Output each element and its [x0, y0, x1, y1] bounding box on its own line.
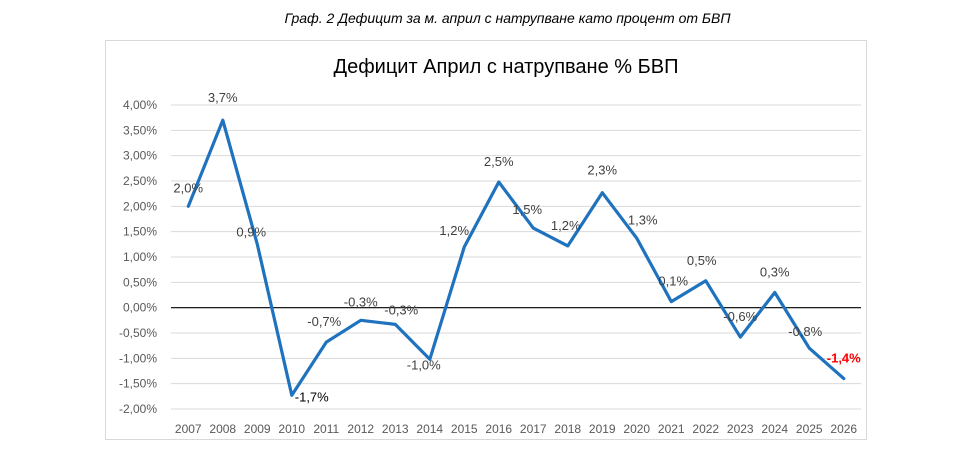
data-label: -0,7% — [307, 314, 341, 329]
data-label: -1,0% — [407, 357, 441, 372]
x-tick-label: 2026 — [830, 422, 857, 436]
data-labels: 2,0%3,7%0,9%-1,7%-0,7%-0,3%-0,3%-1,0%1,2… — [173, 90, 861, 404]
chart-title: Дефицит Април с натрупване % БВП — [334, 56, 679, 78]
data-label: 3,7% — [208, 90, 238, 105]
y-tick-label: -1,50% — [119, 377, 157, 391]
data-label: -1,4% — [827, 351, 861, 366]
deficit-line-chart: Дефицит Април с натрупване % БВП -2,00%-… — [119, 56, 861, 436]
y-tick-label: -2,00% — [119, 402, 157, 416]
y-tick-label: 0,00% — [123, 301, 157, 315]
data-label: 0,5% — [687, 253, 717, 268]
data-label: 1,2% — [439, 223, 469, 238]
data-label: 1,3% — [628, 212, 658, 227]
data-label: 2,0% — [173, 180, 203, 195]
x-tick-label: 2015 — [451, 422, 478, 436]
y-tick-label: -0,50% — [119, 326, 157, 340]
x-tick-label: 2007 — [175, 422, 202, 436]
y-tick-label: 2,00% — [123, 199, 157, 213]
x-axis-ticks: 2007 2008 2009 2010 2011 2012 2013 2014 2015 2016… — [175, 422, 858, 436]
x-tick-label: 2012 — [347, 422, 374, 436]
series-line-layer — [186, 118, 846, 397]
data-label: 0,3% — [760, 264, 790, 279]
x-tick-label: 2009 — [244, 422, 271, 436]
data-label: 2,3% — [587, 163, 617, 178]
x-tick-label: 2021 — [658, 422, 685, 436]
data-label: -1,7% — [295, 389, 329, 404]
x-tick-label: 2016 — [485, 422, 512, 436]
x-tick-label: 2019 — [589, 422, 616, 436]
x-tick-label: 2010 — [278, 422, 305, 436]
y-tick-label: 1,50% — [123, 225, 157, 239]
y-tick-label: 2,50% — [123, 174, 157, 188]
x-tick-label: 2017 — [520, 422, 547, 436]
data-label: -0,3% — [384, 302, 418, 317]
x-tick-label: 2018 — [554, 422, 581, 436]
y-tick-label: 0,50% — [123, 275, 157, 289]
gridlines — [171, 104, 861, 410]
series-line — [186, 118, 846, 397]
data-label: 0,1% — [658, 274, 688, 289]
y-tick-label: -1,00% — [119, 351, 157, 365]
chart-frame: Дефицит Април с натрупване % БВП -2,00% -… — [105, 40, 867, 440]
x-tick-label: 2025 — [796, 422, 823, 436]
y-tick-label: 4,00% — [123, 98, 157, 112]
data-label: -0,3% — [344, 294, 378, 309]
x-tick-label: 2014 — [416, 422, 443, 436]
y-tick-label: 1,00% — [123, 250, 157, 264]
y-axis-ticks: -2,00% -1,50% -1,00% -0,50% 0,00% 0,50% 1,00% 1… — [119, 98, 157, 416]
data-label: 0,9% — [236, 224, 266, 239]
data-label: -0,8% — [788, 324, 822, 339]
data-label: 1,5% — [512, 202, 542, 217]
x-tick-label: 2024 — [761, 422, 788, 436]
x-tick-label: 2022 — [692, 422, 719, 436]
x-tick-label: 2020 — [623, 422, 650, 436]
x-tick-label: 2013 — [382, 422, 409, 436]
data-label: 2,5% — [484, 154, 514, 169]
data-label: -0,6% — [723, 309, 757, 324]
y-tick-label: 3,50% — [123, 123, 157, 137]
x-tick-label: 2011 — [313, 422, 339, 436]
y-tick-label: 3,00% — [123, 149, 157, 163]
x-tick-label: 2023 — [727, 422, 754, 436]
data-label: 1,2% — [551, 218, 581, 233]
figure-caption: Граф. 2 Дефицит за м. април с натрупване… — [284, 10, 731, 26]
x-tick-label: 2008 — [209, 422, 236, 436]
